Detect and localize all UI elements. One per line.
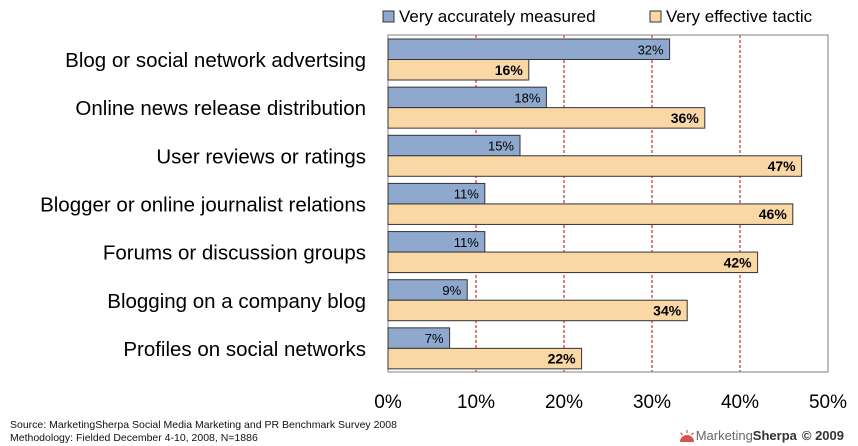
x-tick-label: 40% (721, 392, 759, 413)
bar-effective-tactic (387, 155, 803, 177)
category-label: User reviews or ratings (156, 145, 366, 168)
data-label: 22% (548, 351, 577, 367)
data-label: 16% (495, 62, 524, 78)
data-label: 36% (671, 110, 700, 126)
bar-effective-tactic (387, 203, 794, 225)
data-label: 42% (724, 254, 753, 270)
data-label: 15% (488, 139, 514, 154)
bar-effective-tactic (387, 59, 530, 81)
x-tick-label: 0% (374, 392, 402, 413)
legend-swatch-effective-tactic (649, 10, 662, 23)
x-tick-label: 20% (545, 392, 583, 413)
data-label: 18% (514, 90, 540, 105)
bar-effective-tactic (387, 299, 688, 322)
data-label: 34% (653, 302, 682, 318)
category-label: Forums or discussion groups (103, 242, 366, 265)
logo-copyright: © 2009 (801, 428, 844, 443)
x-tick-label: 30% (633, 392, 671, 413)
data-label: 32% (638, 42, 664, 57)
data-label: 11% (454, 235, 479, 250)
methodology-note: Methodology: Fielded December 4-10, 2008… (10, 432, 258, 444)
legend-swatch-accurately-measured (382, 10, 395, 23)
data-label: 9% (442, 283, 461, 298)
source-note: Source: MarketingSherpa Social Media Mar… (10, 419, 397, 431)
category-label: Profiles on social networks (123, 338, 366, 361)
data-label: 46% (759, 206, 788, 222)
x-tick-label: 10% (457, 392, 495, 413)
data-label: 7% (425, 331, 444, 346)
bar-accurately-measured (387, 38, 671, 60)
logo-brand-sherpa: Sherpa (752, 428, 797, 443)
category-label: Blogger or online journalist relations (40, 194, 366, 217)
bar-effective-tactic (387, 251, 759, 274)
category-label: Blogging on a company blog (107, 290, 366, 313)
data-label: 47% (768, 158, 797, 174)
category-label: Online news release distribution (75, 97, 366, 120)
legend-label-accurately-measured: Very accurately measured (399, 7, 596, 26)
bar-effective-tactic (387, 347, 583, 370)
sun-icon (679, 429, 694, 442)
data-label: 11% (454, 187, 479, 202)
marketingsherpa-logo: Marketing Sherpa © 2009 (678, 428, 844, 443)
category-label: Blog or social network advertsing (65, 49, 366, 72)
logo-brand-marketing: Marketing (695, 428, 753, 443)
x-tick-label: 50% (809, 392, 847, 413)
legend-label-effective-tactic: Very effective tactic (666, 7, 813, 26)
bar-effective-tactic (387, 107, 706, 129)
